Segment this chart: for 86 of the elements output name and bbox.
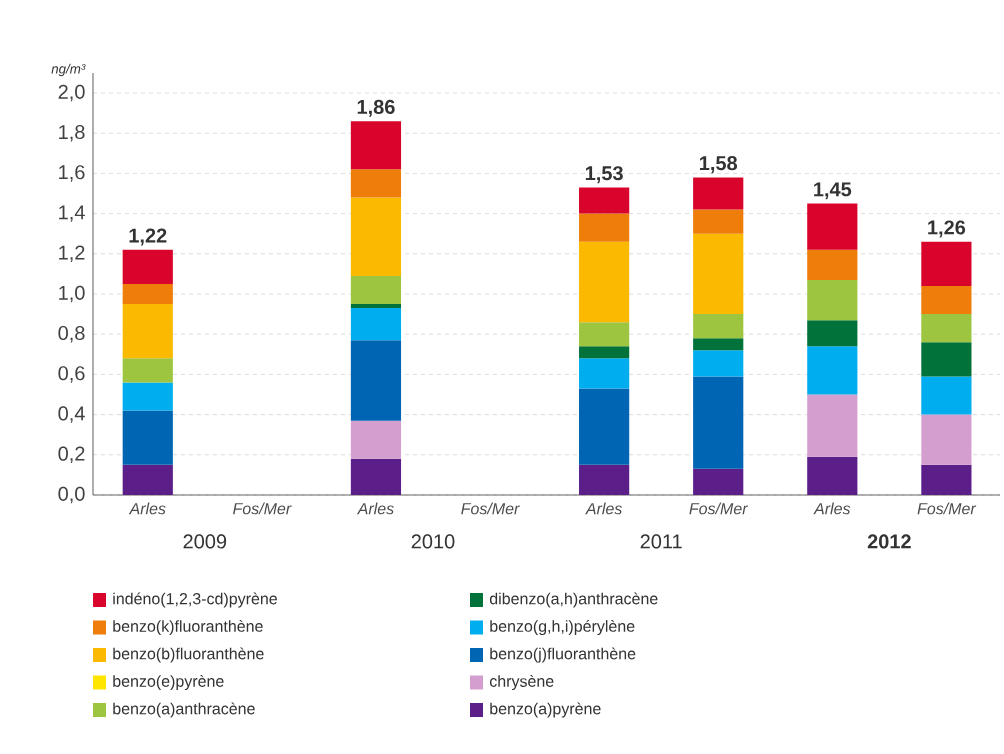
bar [921,376,972,415]
y-tick-label: 1,6 [59,165,85,182]
x-tick-label: Fos/Mer [917,502,977,515]
y-tick-label: 1,0 [59,285,85,303]
bar [921,314,972,343]
bar [350,169,402,198]
bar [693,376,744,469]
y-tick-label: 0,0 [58,486,85,504]
bar [122,410,173,465]
text: 2009 [183,534,227,549]
bar [921,285,972,315]
bar [579,388,630,465]
y-tick-label: 0,4 [58,406,85,423]
bar [122,464,173,495]
x-tick-label: Fos/Mer [461,502,520,515]
legend-label: benzo(k)fluoranthène [113,619,263,636]
bar [122,249,173,284]
bar [122,358,173,383]
text: 2011 [640,534,682,549]
total-label: 1,58 [700,156,738,174]
bar [350,420,402,459]
y-tick-label: 1,8 [59,124,85,142]
bar [579,241,630,323]
legend-label: benzo(b)fluoranthène [113,647,264,663]
y-axis-title: ng/m³ [51,63,86,77]
bar [350,458,402,495]
legend-label: indéno(1,2,3-cd)pyrène [113,592,277,608]
bar [807,249,858,280]
bar [122,304,173,359]
bar [350,121,402,170]
y-tick-label: 0,6 [58,366,85,383]
bar [921,464,972,495]
legend-label: benzo(g,h,i)pérylène [490,619,635,636]
total-label: 1,53 [585,166,623,184]
bar [350,340,402,421]
bar [579,187,630,214]
bar [807,279,858,321]
y-tick-label: 2,0 [58,84,85,102]
x-tick-label: Arles [585,502,623,515]
bar [807,203,858,250]
x-tick-label: Arles [128,502,166,515]
bar [579,213,630,242]
bar [350,304,402,309]
y-tick-label: 1,4 [59,205,85,222]
total-label: 1,22 [129,228,167,246]
x-tick-label: Fos/Mer [689,502,749,515]
text: 2012 [867,534,911,549]
legend-label: dibenzo(a,h)anthracène [489,592,658,608]
bar [693,338,744,351]
bar [693,468,744,495]
bar [807,346,858,395]
bar [693,177,744,210]
bar [122,283,173,305]
bar [693,209,744,234]
bar [807,456,858,495]
legend-label: benzo(a)pyrène [490,702,601,718]
bar [579,322,630,347]
y-tick-label: 1,2 [59,245,85,263]
bar [122,382,173,411]
x-tick-label: Arles [356,502,394,515]
total-label: 1,86 [357,99,395,117]
bar [693,233,744,315]
bar [579,464,630,495]
bar [579,346,630,359]
bar [350,275,402,305]
bar [350,308,402,341]
total-label: 1,45 [814,182,852,200]
legend-label: benzo(a)anthracène [113,702,255,718]
legend-label: benzo(e)pyrène [113,674,224,691]
total-label: 1,26 [928,220,966,238]
bar [693,314,744,339]
bar [921,342,972,377]
legend-label: benzo(j)fluoranthène [490,647,636,663]
legend-label: chrysène [489,674,554,691]
bar [807,394,858,457]
x-tick-label: Arles [813,502,851,515]
bar [807,320,858,347]
bar [921,414,972,465]
bar [579,358,630,389]
text: 2010 [411,534,455,549]
x-tick-label: Fos/Mer [233,502,292,515]
y-tick-label: 0,2 [58,446,85,464]
y-tick-label: 0,8 [58,325,85,343]
bar [350,197,402,276]
bar [693,350,744,377]
bar [921,241,972,286]
